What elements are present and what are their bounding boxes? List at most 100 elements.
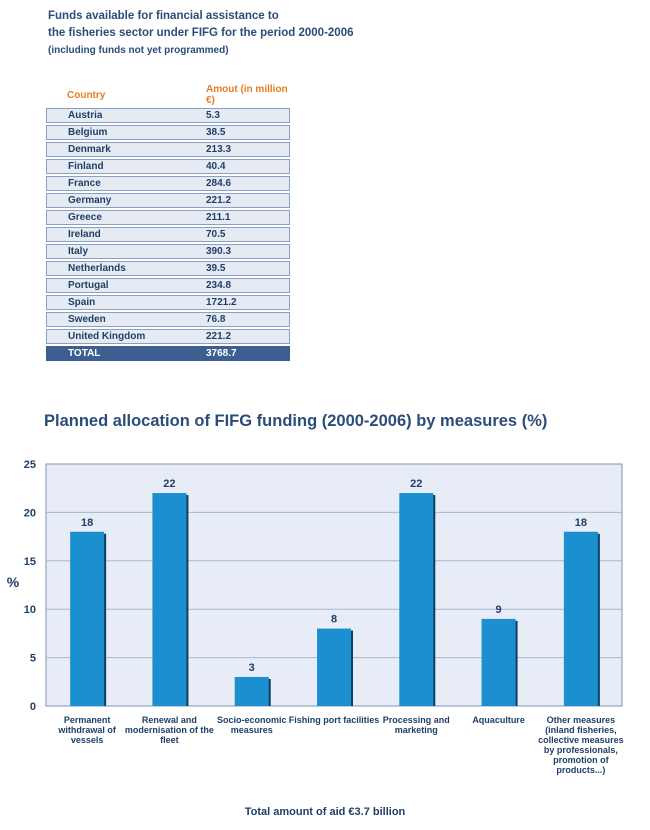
- x-tick-label: Socio-economic measures: [217, 715, 287, 735]
- bar: [317, 628, 351, 706]
- bar: [481, 618, 516, 706]
- country-cell: Portugal: [46, 278, 185, 293]
- table-row: United Kingdom 221.2: [46, 329, 290, 344]
- amount-cell: 221.2: [185, 193, 290, 208]
- heading-line-3: (including funds not yet programmed): [48, 45, 229, 56]
- column-header-country: Country: [67, 89, 106, 101]
- y-tick-label: 20: [24, 507, 36, 519]
- amount-cell: 39.5: [185, 261, 290, 276]
- country-cell: Spain: [46, 295, 185, 310]
- table-row: Belgium 38.5: [46, 125, 290, 140]
- heading-line-1: Funds available for financial assistance…: [48, 10, 279, 22]
- x-tick-label-line: Renewal and: [142, 715, 197, 725]
- bar: [152, 493, 187, 706]
- table-row: Netherlands 39.5: [46, 261, 290, 276]
- country-cell: Italy: [46, 244, 185, 259]
- chart-title: Planned allocation of FIFG funding (2000…: [44, 412, 548, 430]
- country-cell: Sweden: [46, 312, 185, 327]
- table-total-row: TOTAL 3768.7: [46, 346, 290, 361]
- table-row: Portugal 234.8: [46, 278, 290, 293]
- table-row: Denmark 213.3: [46, 142, 290, 157]
- amount-cell: 213.3: [185, 142, 290, 157]
- data-label: 3: [249, 662, 255, 674]
- table-row: Italy 390.3: [46, 244, 290, 259]
- y-tick-label: 10: [24, 604, 36, 616]
- table-row: Sweden 76.8: [46, 312, 290, 327]
- amount-cell: 221.2: [185, 329, 290, 344]
- total-aid-caption: Total amount of aid €3.7 billion: [244, 806, 406, 818]
- data-label: 8: [331, 614, 337, 626]
- x-tick-label-line: products...): [556, 765, 605, 775]
- country-cell: Denmark: [46, 142, 185, 157]
- country-cell: Greece: [46, 210, 185, 225]
- country-cell: France: [46, 176, 185, 191]
- table-row: Finland 40.4: [46, 159, 290, 174]
- x-tick-label: Renewal and modernisation of the fleet: [125, 715, 214, 745]
- x-tick-label: Processing and marketing: [383, 715, 450, 735]
- amount-cell: 211.1: [185, 210, 290, 225]
- x-tick-label-line: vessels: [71, 735, 104, 745]
- data-label: 18: [575, 517, 587, 529]
- bar: [70, 531, 105, 706]
- x-tick-label-line: fleet: [160, 735, 179, 745]
- amount-cell: 284.6: [185, 176, 290, 191]
- x-tick-label-line: Other measures: [547, 715, 616, 725]
- x-tick-label-line: promotion of: [553, 755, 609, 765]
- x-tick-label: Other measures (inland fisheries, collecti…: [538, 715, 624, 775]
- country-cell: Netherlands: [46, 261, 185, 276]
- x-tick-label: Fishing port facilities: [289, 715, 380, 725]
- x-tick-label: Aquaculture: [472, 715, 525, 725]
- y-tick-label: 25: [24, 459, 36, 471]
- x-tick-label-line: Permanent: [64, 715, 111, 725]
- table-row: Austria 5.3: [46, 108, 290, 123]
- amount-cell: 38.5: [185, 125, 290, 140]
- amount-cell: 5.3: [185, 108, 290, 123]
- table-row: Germany 221.2: [46, 193, 290, 208]
- funds-table: Country Amout (in million €) Austria 5.3 B…: [46, 82, 290, 363]
- amount-cell: 390.3: [185, 244, 290, 259]
- table-body: Austria 5.3 Belgium 38.5 Denmark 213.3 Finland…: [46, 108, 290, 361]
- country-cell: Germany: [46, 193, 185, 208]
- country-cell: TOTAL: [46, 346, 185, 361]
- table-row: Spain 1721.2: [46, 295, 290, 310]
- column-header-amount: Amout (in million €): [206, 84, 288, 106]
- bar: [563, 531, 598, 706]
- bar-chart: 0 5 10 15 20 25% 18 Permanent withdrawal of vesse…: [7, 459, 624, 775]
- y-axis-label: %: [7, 574, 20, 590]
- data-label: 22: [163, 478, 175, 490]
- data-label: 9: [496, 604, 502, 616]
- table-row: Greece 211.1: [46, 210, 290, 225]
- x-tick-label-line: Processing and: [383, 715, 450, 725]
- heading-line-2: the fisheries sector under FIFG for the …: [48, 27, 354, 39]
- x-tick-label-line: collective measures: [538, 735, 624, 745]
- amount-cell: 76.8: [185, 312, 290, 327]
- table-row: Ireland 70.5: [46, 227, 290, 242]
- amount-cell: 3768.7: [185, 346, 290, 361]
- x-tick-label-line: marketing: [395, 725, 438, 735]
- data-label: 18: [81, 517, 93, 529]
- amount-cell: 234.8: [185, 278, 290, 293]
- x-tick-label: Permanent withdrawal of vessels: [57, 715, 117, 745]
- x-tick-label-line: Aquaculture: [472, 715, 525, 725]
- data-label: 22: [410, 478, 422, 490]
- table-header-row: Country Amout (in million €): [46, 84, 290, 106]
- amount-cell: 1721.2: [185, 295, 290, 310]
- x-tick-label-line: withdrawal of: [57, 725, 117, 735]
- table-row: France 284.6: [46, 176, 290, 191]
- country-cell: Ireland: [46, 227, 185, 242]
- y-tick-label: 15: [24, 556, 36, 568]
- x-tick-label-line: (inland fisheries,: [545, 725, 617, 735]
- x-tick-label-line: Fishing port facilities: [289, 715, 380, 725]
- country-cell: Finland: [46, 159, 185, 174]
- bar: [234, 676, 269, 706]
- x-tick-label-line: measures: [231, 725, 273, 735]
- y-tick-label: 0: [30, 701, 36, 713]
- x-tick-label-line: by professionals,: [544, 745, 618, 755]
- country-cell: United Kingdom: [46, 329, 185, 344]
- x-tick-label-line: Socio-economic: [217, 715, 287, 725]
- bar: [399, 493, 434, 706]
- amount-cell: 40.4: [185, 159, 290, 174]
- country-cell: Belgium: [46, 125, 185, 140]
- table-heading: Funds available for financial assistance…: [48, 8, 408, 59]
- x-tick-label-line: modernisation of the: [125, 725, 214, 735]
